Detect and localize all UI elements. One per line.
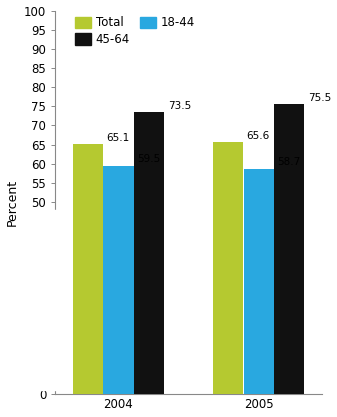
Bar [40,210,57,390]
Bar [103,166,133,394]
Legend: Total, 45-64, 18-44: Total, 45-64, 18-44 [74,16,195,46]
Text: 75.5: 75.5 [308,93,331,103]
Bar [72,144,103,394]
Bar [134,112,164,394]
Text: 73.5: 73.5 [168,100,191,111]
Bar [244,169,274,394]
Text: 65.1: 65.1 [106,133,129,143]
Text: 65.6: 65.6 [246,131,270,141]
Text: N: N [42,211,50,221]
Bar [274,104,305,394]
Y-axis label: Percent: Percent [5,178,19,226]
Text: 59.5: 59.5 [137,154,160,164]
Text: 58.7: 58.7 [277,157,300,167]
Bar [213,142,243,394]
